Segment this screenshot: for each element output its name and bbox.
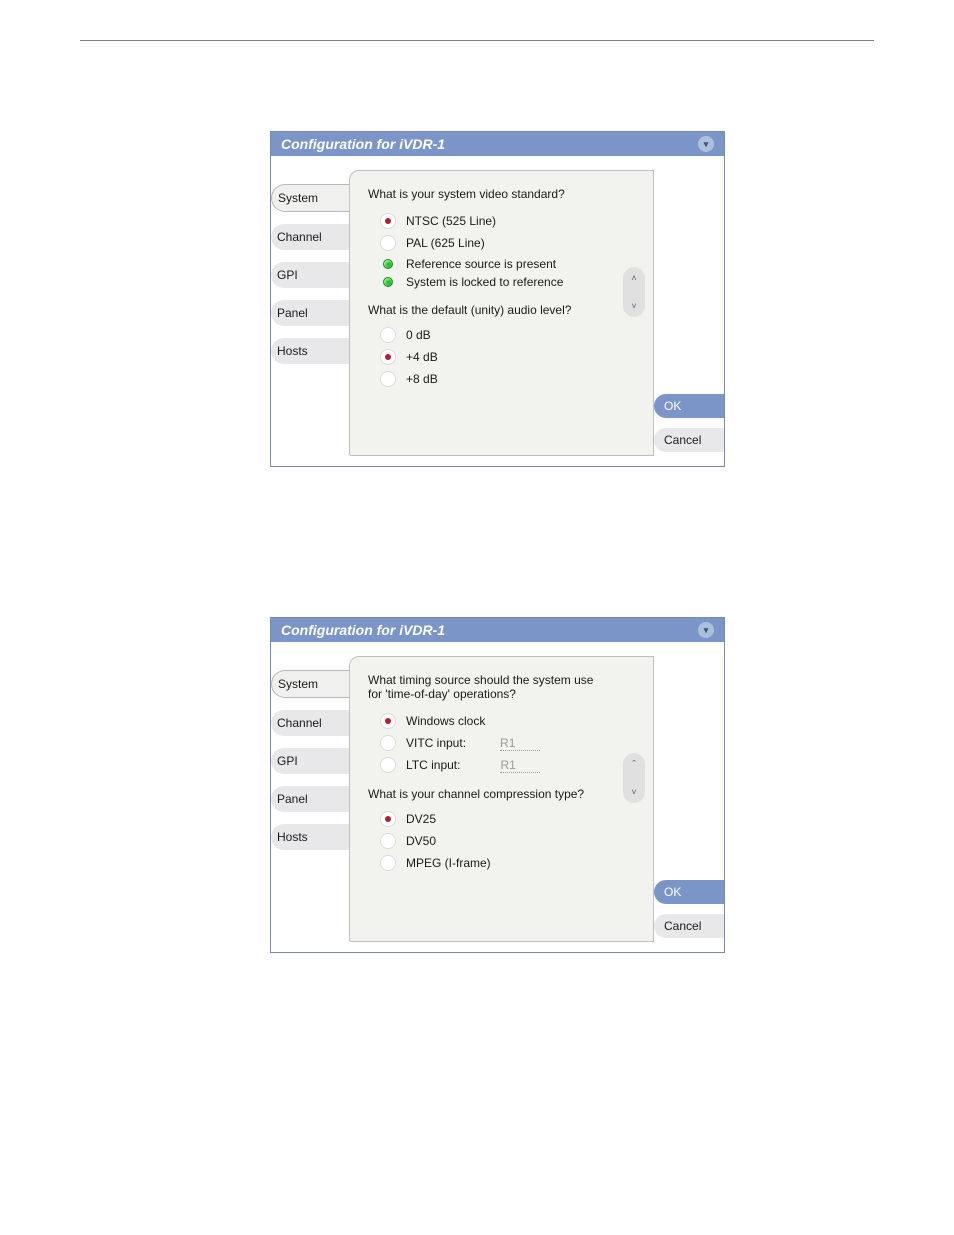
titlebar: Configuration for iVDR-1 ▾	[271, 132, 724, 156]
ltc-field[interactable]: R1	[500, 758, 540, 773]
radio-dv25-row[interactable]: DV25	[380, 811, 635, 827]
radio-pal[interactable]	[380, 235, 396, 251]
button-column: OK Cancel	[654, 156, 724, 466]
radio-mpeg[interactable]	[380, 855, 396, 871]
radio-winclock-row[interactable]: Windows clock	[380, 713, 635, 729]
radio-ltc-row[interactable]: LTC input: R1	[380, 757, 635, 773]
radio-mpeg-label: MPEG (I-frame)	[406, 856, 491, 870]
led-icon	[383, 259, 393, 269]
titlebar-dropdown-icon[interactable]: ▾	[698, 136, 714, 152]
radio-8db-row[interactable]: +8 dB	[380, 371, 635, 387]
config-dialog-1: Configuration for iVDR-1 ▾ System Channe…	[270, 131, 725, 467]
ok-button[interactable]: OK	[654, 880, 724, 904]
led-icon	[383, 277, 393, 287]
cancel-button[interactable]: Cancel	[654, 914, 724, 938]
status-locked: System is locked to reference	[380, 275, 635, 289]
content-panel: What is your system video standard? NTSC…	[349, 170, 654, 456]
radio-dv50-row[interactable]: DV50	[380, 833, 635, 849]
radio-0db-label: 0 dB	[406, 328, 431, 342]
vitc-field[interactable]: R1	[500, 736, 540, 751]
titlebar-dropdown-icon[interactable]: ▾	[698, 622, 714, 638]
scroll-pill[interactable]: ˄ ˅	[623, 267, 645, 317]
tab-gpi[interactable]: GPI	[271, 262, 349, 288]
question-compression: What is your channel compression type?	[368, 787, 635, 801]
dialog-title: Configuration for iVDR-1	[281, 136, 445, 152]
config-dialog-2: Configuration for iVDR-1 ▾ System Channe…	[270, 617, 725, 953]
radio-pal-row[interactable]: PAL (625 Line)	[380, 235, 635, 251]
tab-panel[interactable]: Panel	[271, 300, 349, 326]
radio-dv25[interactable]	[380, 811, 396, 827]
tab-strip: System Channel GPI Panel Hosts	[271, 642, 349, 952]
scroll-up-icon[interactable]: ˆ	[633, 759, 636, 769]
tab-gpi[interactable]: GPI	[271, 748, 349, 774]
tab-system[interactable]: System	[271, 184, 349, 212]
tab-channel[interactable]: Channel	[271, 224, 349, 250]
content-panel: What timing source should the system use…	[349, 656, 654, 942]
radio-vitc[interactable]	[380, 735, 396, 751]
radio-winclock[interactable]	[380, 713, 396, 729]
ok-button[interactable]: OK	[654, 394, 724, 418]
tab-panel[interactable]: Panel	[271, 786, 349, 812]
radio-ltc[interactable]	[380, 757, 396, 773]
scroll-down-icon[interactable]: ˅	[631, 301, 636, 311]
question-timing-source: What timing source should the system use…	[368, 673, 598, 701]
radio-4db-label: +4 dB	[406, 350, 438, 364]
radio-dv50-label: DV50	[406, 834, 436, 848]
tab-hosts[interactable]: Hosts	[271, 338, 349, 364]
radio-vitc-row[interactable]: VITC input: R1	[380, 735, 635, 751]
tab-system[interactable]: System	[271, 670, 349, 698]
cancel-button[interactable]: Cancel	[654, 428, 724, 452]
radio-winclock-label: Windows clock	[406, 714, 485, 728]
radio-0db[interactable]	[380, 327, 396, 343]
radio-8db-label: +8 dB	[406, 372, 438, 386]
tab-channel[interactable]: Channel	[271, 710, 349, 736]
radio-ltc-label: LTC input:	[406, 758, 460, 772]
status-ref-present: Reference source is present	[380, 257, 635, 271]
scroll-down-icon[interactable]: ˅	[631, 787, 636, 797]
button-column: OK Cancel	[654, 642, 724, 952]
radio-dv25-label: DV25	[406, 812, 436, 826]
radio-pal-label: PAL (625 Line)	[406, 236, 485, 250]
radio-ntsc-row[interactable]: NTSC (525 Line)	[380, 213, 635, 229]
radio-ntsc[interactable]	[380, 213, 396, 229]
tab-strip: System Channel GPI Panel Hosts	[271, 156, 349, 466]
radio-8db[interactable]	[380, 371, 396, 387]
dialog-title: Configuration for iVDR-1	[281, 622, 445, 638]
question-video-standard: What is your system video standard?	[368, 187, 635, 201]
tab-hosts[interactable]: Hosts	[271, 824, 349, 850]
question-audio-level: What is the default (unity) audio level?	[368, 303, 635, 317]
titlebar: Configuration for iVDR-1 ▾	[271, 618, 724, 642]
status-text: Reference source is present	[406, 257, 556, 271]
page-divider	[80, 40, 874, 41]
radio-vitc-label: VITC input:	[406, 736, 466, 750]
scroll-pill[interactable]: ˆ ˅	[623, 753, 645, 803]
radio-mpeg-row[interactable]: MPEG (I-frame)	[380, 855, 635, 871]
status-text: System is locked to reference	[406, 275, 563, 289]
radio-ntsc-label: NTSC (525 Line)	[406, 214, 496, 228]
radio-0db-row[interactable]: 0 dB	[380, 327, 635, 343]
radio-4db-row[interactable]: +4 dB	[380, 349, 635, 365]
radio-4db[interactable]	[380, 349, 396, 365]
scroll-up-icon[interactable]: ˄	[631, 273, 636, 283]
radio-dv50[interactable]	[380, 833, 396, 849]
